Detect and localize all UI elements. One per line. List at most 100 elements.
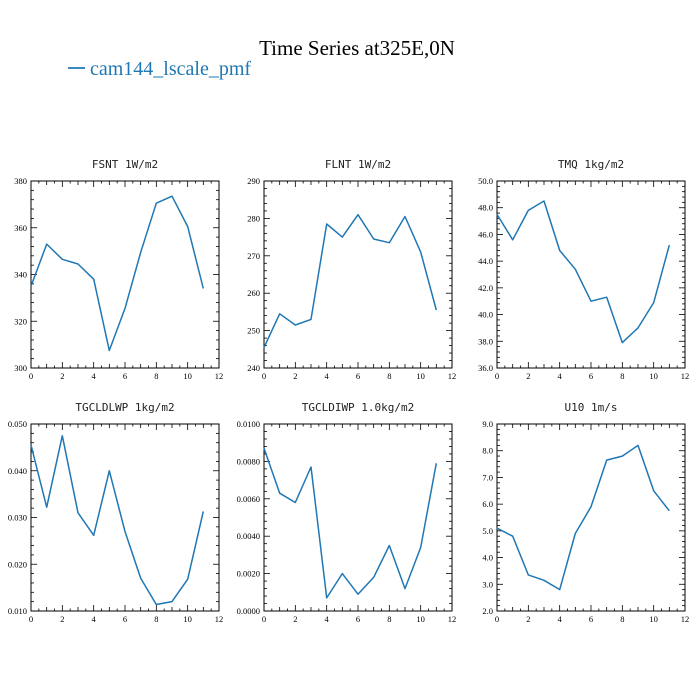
legend-label: cam144_lscale_pmf (90, 58, 251, 80)
y-tick-label: 0.010 (8, 606, 27, 616)
x-tick-label: 12 (448, 614, 457, 624)
series-line (496, 200, 671, 344)
y-tick-label: 0.0040 (237, 531, 260, 541)
x-tick-label: 0 (495, 371, 499, 381)
x-tick-label: 4 (92, 614, 97, 624)
y-tick-label: 40.0 (478, 310, 493, 320)
x-tick-label: 4 (325, 614, 330, 624)
y-tick-label: 48.0 (478, 203, 493, 213)
x-tick-label: 4 (558, 371, 563, 381)
x-tick-label: 6 (356, 371, 360, 381)
panel-4: TGCLDLWP 1kg/m2 0.010 0.020 0.030 0.040 0.050… (8, 401, 223, 624)
x-tick-label: 6 (123, 371, 127, 381)
x-tick-label: 10 (183, 371, 192, 381)
x-tick-label: 12 (448, 371, 457, 381)
x-tick-label: 6 (589, 371, 593, 381)
y-tick-label: 0.020 (8, 559, 27, 569)
x-tick-label: 8 (154, 371, 158, 381)
x-tick-label: 12 (215, 614, 224, 624)
x-tick-label: 2 (526, 371, 530, 381)
x-tick-label: 4 (558, 614, 563, 624)
y-tick-label: 0.0100 (237, 419, 260, 429)
x-tick-label: 8 (387, 614, 391, 624)
x-tick-label: 0 (495, 614, 499, 624)
x-tick-label: 4 (92, 371, 97, 381)
x-tick-label: 2 (293, 614, 297, 624)
y-tick-label: 9.0 (482, 419, 493, 429)
plot-frame (30, 180, 220, 369)
x-tick-label: 2 (293, 371, 297, 381)
x-tick-label: 0 (29, 371, 33, 381)
x-tick-label: 0 (29, 614, 33, 624)
panel-3: TMQ 1kg/m2 36.0 38.0 40.0 42.0 44.0 46.0 48.0 50… (478, 158, 689, 381)
x-tick-label: 6 (589, 614, 593, 624)
plot-frame (263, 180, 453, 369)
x-tick-label: 10 (416, 614, 425, 624)
series-line (496, 444, 670, 591)
y-tick-label: 50.0 (478, 176, 493, 186)
panel-title: TMQ 1kg/m2 (558, 158, 624, 171)
panel-6: U10 1m/s 2.0 3.0 4.0 5.0 6.0 7.0 8.0 9.0 0 2 4 6 8 10 1… (482, 401, 689, 624)
plot-frame (263, 423, 453, 612)
series-line (263, 213, 438, 348)
x-tick-label: 4 (325, 371, 330, 381)
y-tick-label: 44.0 (478, 256, 493, 266)
x-tick-label: 8 (620, 371, 624, 381)
x-tick-label: 2 (60, 371, 64, 381)
x-tick-label: 8 (154, 614, 158, 624)
panel-title: TGCLDLWP 1kg/m2 (75, 401, 174, 414)
panel-grid: FSNT 1W/m2 300 320 340 360 380 0 2 4 6 8 10 12 FLNT 1… (8, 158, 689, 624)
y-tick-label: 360 (14, 223, 27, 233)
panel-title: FLNT 1W/m2 (325, 158, 391, 171)
y-tick-label: 380 (14, 176, 27, 186)
x-tick-label: 12 (215, 371, 224, 381)
y-tick-label: 270 (247, 251, 260, 261)
panel-5: TGCLDIWP 1.0kg/m2 0.0000 0.0020 0.0040 0.006… (237, 401, 457, 624)
x-tick-label: 10 (649, 614, 658, 624)
x-tick-label: 10 (183, 614, 192, 624)
y-tick-label: 4.0 (482, 553, 493, 563)
series-line (30, 434, 205, 606)
y-tick-label: 36.0 (478, 363, 493, 373)
y-tick-label: 42.0 (478, 283, 493, 293)
panel-title: TGCLDIWP 1.0kg/m2 (302, 401, 415, 414)
x-tick-label: 12 (681, 614, 690, 624)
y-tick-label: 250 (247, 326, 260, 336)
y-tick-label: 300 (14, 363, 27, 373)
y-tick-label: 320 (14, 316, 27, 326)
y-tick-label: 2.0 (482, 606, 493, 616)
x-tick-label: 8 (387, 371, 391, 381)
y-tick-label: 0.0060 (237, 494, 260, 504)
x-tick-label: 0 (262, 614, 266, 624)
y-tick-label: 38.0 (478, 336, 493, 346)
x-tick-label: 10 (416, 371, 425, 381)
x-tick-label: 0 (262, 371, 266, 381)
y-tick-label: 240 (247, 363, 260, 373)
y-tick-label: 7.0 (482, 472, 493, 482)
x-tick-label: 8 (620, 614, 624, 624)
y-tick-label: 280 (247, 213, 260, 223)
panel-title: FSNT 1W/m2 (92, 158, 158, 171)
y-tick-label: 8.0 (482, 446, 493, 456)
series-line (263, 448, 438, 599)
y-tick-label: 0.030 (8, 513, 27, 523)
x-tick-label: 2 (526, 614, 530, 624)
plot-frame (496, 180, 686, 369)
figure-title: Time Series at325E,0N (259, 36, 455, 60)
series-line (30, 195, 205, 352)
y-tick-label: 340 (14, 270, 27, 280)
panel-1: FSNT 1W/m2 300 320 340 360 380 0 2 4 6 8 10 12 (14, 158, 223, 381)
panel-title: U10 1m/s (565, 401, 618, 414)
y-tick-label: 0.050 (8, 419, 27, 429)
x-tick-label: 10 (649, 371, 658, 381)
y-tick-label: 0.0080 (237, 456, 260, 466)
y-tick-label: 0.0020 (237, 569, 260, 579)
plot-frame (496, 423, 686, 612)
y-tick-label: 6.0 (482, 499, 493, 509)
x-tick-label: 2 (60, 614, 64, 624)
y-tick-label: 0.040 (8, 466, 27, 476)
x-tick-label: 6 (123, 614, 127, 624)
y-tick-label: 5.0 (482, 526, 493, 536)
y-tick-label: 0.0000 (237, 606, 260, 616)
